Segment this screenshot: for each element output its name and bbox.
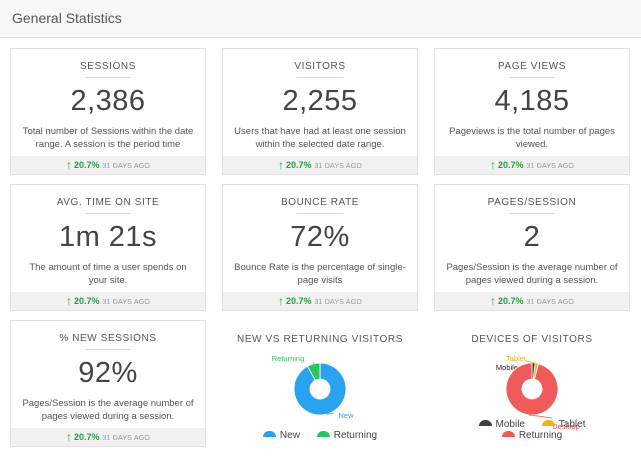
change-percent: 20.7% [285, 160, 312, 170]
card-description: Bounce Rate is the percentage of single-… [234, 262, 406, 286]
slice-new[interactable] [293, 362, 347, 416]
card-bounce-rate: BOUNCE RATE 72% Bounce Rate is the perce… [222, 184, 418, 311]
legend-swatch [262, 431, 276, 437]
card-title: SESSIONS [80, 61, 136, 72]
legend-swatch [316, 431, 330, 437]
arrow-up-icon: ↑ [277, 294, 284, 308]
card-pages-per-session: PAGES/SESSION 2 Pages/Session is the ave… [434, 184, 630, 311]
change-percent: 20.7% [73, 432, 100, 442]
chart-title: NEW VS RETURNING VISITORS [237, 334, 403, 345]
arrow-up-icon: ↑ [489, 294, 496, 308]
page-header: General Statistics [0, 0, 641, 38]
card-title: VISITORS [294, 61, 346, 72]
card-footer: ↑ 20.7% 31 DAYS AGO [11, 428, 205, 446]
card-footer: ↑ 20.7% 31 DAYS AGO [223, 156, 417, 174]
card-sessions: SESSIONS 2,386 Total number of Sessions … [10, 48, 206, 175]
page-title: General Statistics [12, 10, 122, 26]
leader-line [528, 414, 553, 419]
change-period: 31 DAYS AGO [314, 299, 363, 306]
title-divider [509, 77, 555, 78]
legend-swatch [541, 420, 555, 426]
change-period: 31 DAYS AGO [102, 299, 151, 306]
chart-title: DEVICES OF VISITORS [471, 334, 593, 345]
arrow-up-icon: ↑ [65, 430, 72, 444]
card-value: 4,185 [494, 85, 570, 117]
legend-swatch [478, 420, 492, 426]
change-period: 31 DAYS AGO [314, 163, 363, 170]
card-value: 2,386 [70, 85, 146, 117]
card-value: 2 [523, 221, 541, 253]
legend-item-tablet[interactable]: Tablet [541, 419, 586, 430]
card-footer: ↑ 20.7% 31 DAYS AGO [435, 292, 629, 310]
change-period: 31 DAYS AGO [102, 435, 151, 442]
chart-legend: Mobile Tablet Returning [434, 419, 630, 441]
card-avg-time-on-site: AVG. TIME ON SITE 1m 21s The amount of t… [10, 184, 206, 311]
donut-chart: New Returning [272, 354, 354, 420]
card-description: Pages/Session is the average number of p… [446, 262, 618, 286]
change-percent: 20.7% [285, 296, 312, 306]
legend-label: Returning [518, 430, 563, 441]
leader-line [326, 412, 335, 415]
legend-label: Tablet [558, 419, 586, 430]
chart-devices-of-visitors: DEVICES OF VISITORS Mobile Tablet Desktop … [434, 320, 630, 447]
chart-legend: New Returning [222, 430, 418, 441]
change-period: 31 DAYS AGO [526, 163, 575, 170]
leader-line [525, 360, 537, 364]
slice-label-returning: Returning [272, 354, 305, 363]
slice-desktop[interactable] [505, 362, 559, 416]
title-divider [85, 213, 131, 214]
slice-label-new: New [338, 411, 354, 420]
chart-new-vs-returning: NEW VS RETURNING VISITORS New Returning N… [222, 320, 418, 447]
change-percent: 20.7% [497, 160, 524, 170]
card-title: BOUNCE RATE [280, 197, 360, 208]
card-value: 72% [290, 221, 350, 253]
title-divider [85, 77, 131, 78]
legend-item-mobile[interactable]: Mobile [478, 419, 525, 430]
title-divider [297, 77, 343, 78]
card-new-sessions: % NEW SESSIONS 92% Pages/Session is the … [10, 320, 206, 447]
change-percent: 20.7% [497, 296, 524, 306]
card-page-views: PAGE VIEWS 4,185 Pageviews is the total … [434, 48, 630, 175]
title-divider [85, 349, 131, 350]
legend-label: Returning [333, 430, 378, 441]
slice-returning[interactable] [306, 362, 321, 381]
legend-item-returning[interactable]: Returning [316, 430, 378, 441]
slice-label-tablet: Tablet [506, 354, 527, 363]
card-footer: ↑ 20.7% 31 DAYS AGO [435, 156, 629, 174]
card-title: PAGE VIEWS [497, 61, 567, 72]
card-description: The amount of time a user spends on your… [29, 262, 187, 286]
card-visitors: VISITORS 2,255 Users that have had at le… [222, 48, 418, 175]
legend-item-new[interactable]: New [262, 430, 300, 441]
card-value: 2,255 [282, 85, 358, 117]
legend-label: Mobile [495, 419, 525, 430]
card-description: Users that have had at least one session… [234, 126, 406, 150]
change-percent: 20.7% [73, 160, 100, 170]
slice-label-mobile: Mobile [496, 363, 518, 372]
legend-swatch [501, 431, 515, 437]
card-description: Pages/Session is the average number of p… [22, 398, 194, 422]
card-description: Pageviews is the total number of pages v… [449, 126, 615, 150]
arrow-up-icon: ↑ [277, 158, 284, 172]
card-title: % NEW SESSIONS [59, 333, 157, 344]
card-footer: ↑ 20.7% 31 DAYS AGO [223, 292, 417, 310]
arrow-up-icon: ↑ [489, 158, 496, 172]
title-divider [297, 213, 343, 214]
card-footer: ↑ 20.7% 31 DAYS AGO [11, 156, 205, 174]
arrow-up-icon: ↑ [65, 158, 72, 172]
card-value: 92% [78, 357, 138, 389]
change-period: 31 DAYS AGO [102, 163, 151, 170]
slice-label-desktop: Desktop [552, 422, 580, 431]
legend-label: New [279, 430, 300, 441]
card-title: PAGES/SESSION [487, 197, 577, 208]
arrow-up-icon: ↑ [65, 294, 72, 308]
change-period: 31 DAYS AGO [526, 299, 575, 306]
card-value: 1m 21s [58, 221, 158, 253]
title-divider [509, 213, 555, 214]
card-description: Total number of Sessions within the date… [22, 126, 194, 150]
change-percent: 20.7% [73, 296, 100, 306]
card-title: AVG. TIME ON SITE [56, 197, 160, 208]
legend-item-returning[interactable]: Returning [501, 430, 563, 441]
card-footer: ↑ 20.7% 31 DAYS AGO [11, 292, 205, 310]
